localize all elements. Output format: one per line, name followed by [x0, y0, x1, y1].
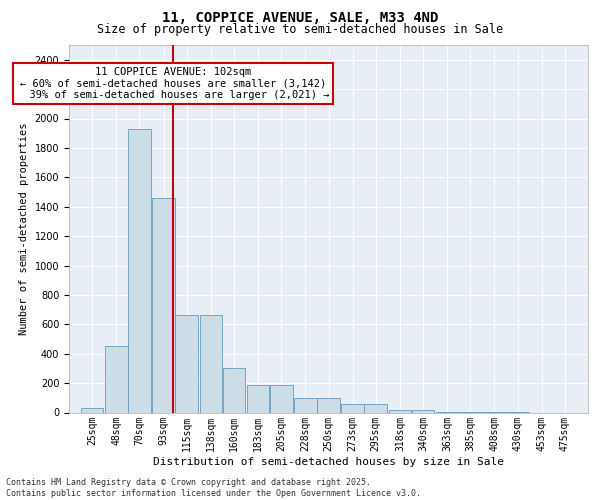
- Y-axis label: Number of semi-detached properties: Number of semi-detached properties: [19, 122, 29, 335]
- Text: 11, COPPICE AVENUE, SALE, M33 4ND: 11, COPPICE AVENUE, SALE, M33 4ND: [162, 11, 438, 25]
- Text: Size of property relative to semi-detached houses in Sale: Size of property relative to semi-detach…: [97, 22, 503, 36]
- Bar: [294, 398, 317, 412]
- Bar: [81, 408, 103, 412]
- Bar: [389, 410, 411, 412]
- Bar: [412, 410, 434, 412]
- Bar: [105, 346, 128, 412]
- Bar: [317, 398, 340, 412]
- Bar: [175, 316, 198, 412]
- Bar: [247, 386, 269, 412]
- X-axis label: Distribution of semi-detached houses by size in Sale: Distribution of semi-detached houses by …: [153, 458, 504, 468]
- Bar: [341, 404, 364, 412]
- Bar: [200, 316, 222, 412]
- Bar: [152, 198, 175, 412]
- Text: Contains HM Land Registry data © Crown copyright and database right 2025.
Contai: Contains HM Land Registry data © Crown c…: [6, 478, 421, 498]
- Bar: [270, 386, 293, 412]
- Text: 11 COPPICE AVENUE: 102sqm
← 60% of semi-detached houses are smaller (3,142)
  39: 11 COPPICE AVENUE: 102sqm ← 60% of semi-…: [17, 67, 329, 100]
- Bar: [364, 404, 387, 412]
- Bar: [223, 368, 245, 412]
- Bar: [128, 129, 151, 412]
